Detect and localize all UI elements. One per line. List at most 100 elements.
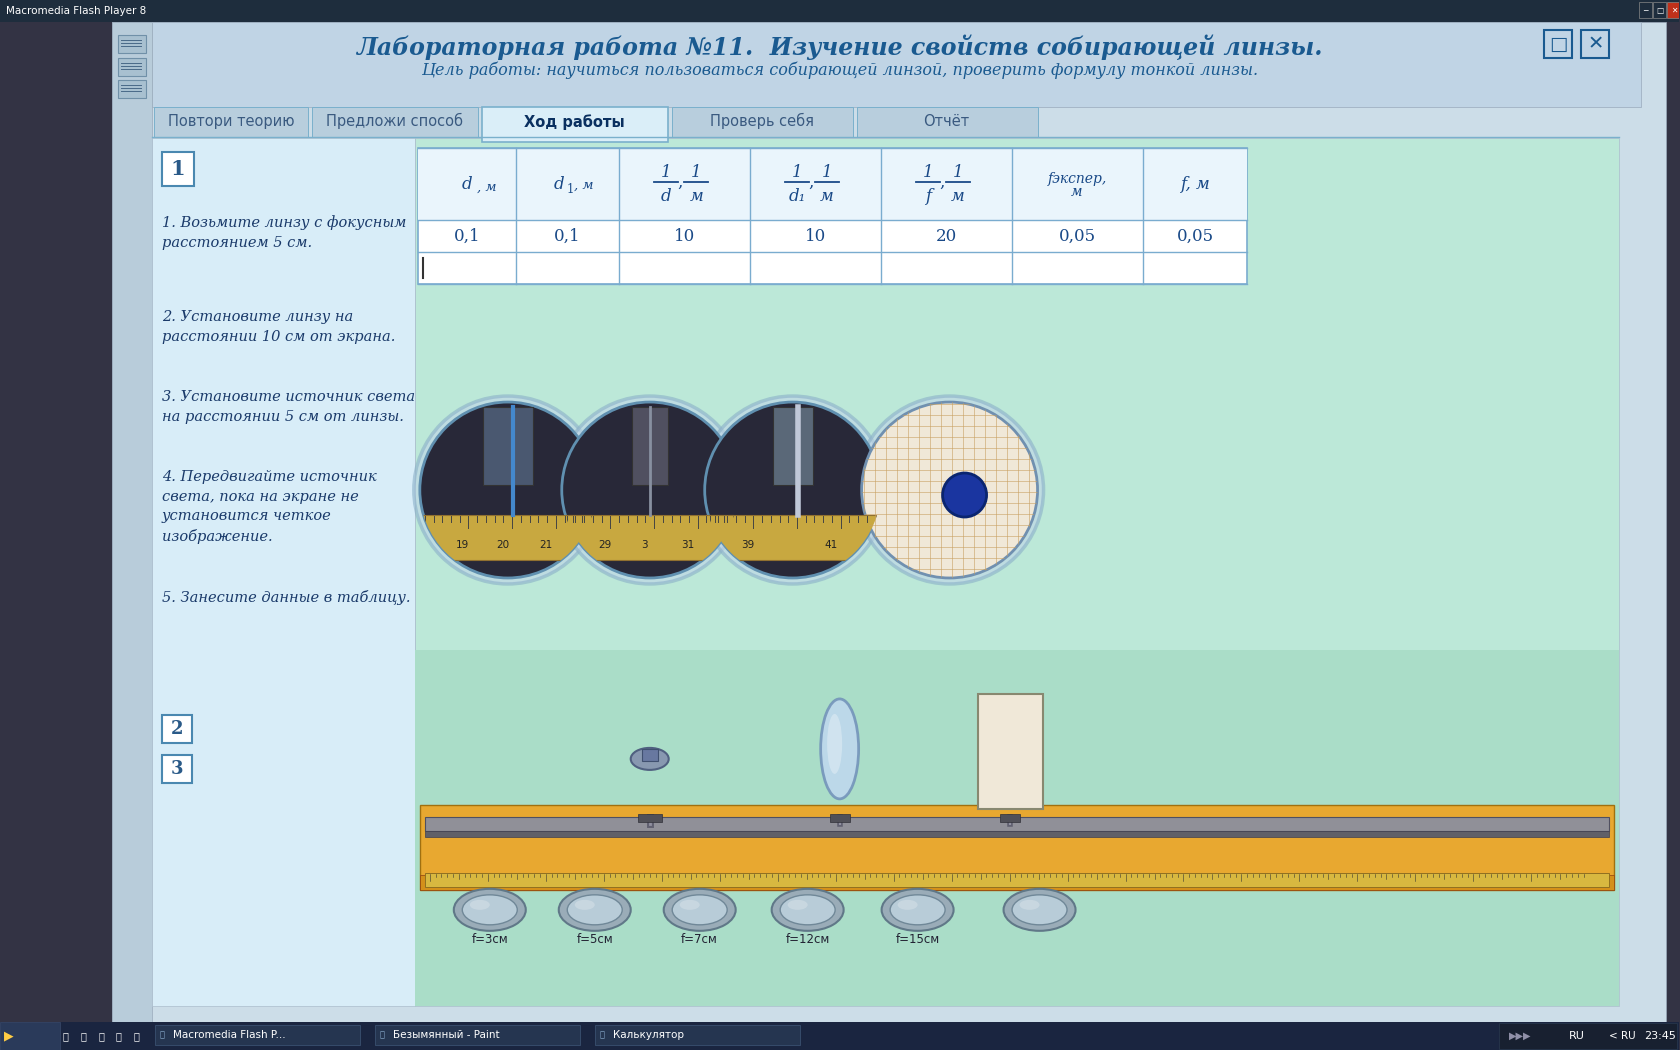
- Text: 1: 1: [953, 164, 963, 181]
- FancyBboxPatch shape: [161, 715, 192, 743]
- Ellipse shape: [462, 895, 517, 925]
- Text: ,: ,: [677, 173, 682, 191]
- FancyBboxPatch shape: [1640, 2, 1653, 18]
- Text: f=15см: f=15см: [895, 933, 939, 946]
- FancyBboxPatch shape: [425, 817, 1609, 831]
- Text: 1: 1: [660, 164, 672, 181]
- FancyBboxPatch shape: [118, 80, 146, 99]
- Text: , м: , м: [575, 178, 593, 192]
- Ellipse shape: [820, 699, 858, 799]
- FancyBboxPatch shape: [482, 107, 667, 142]
- Text: ⭐: ⭐: [116, 1031, 123, 1041]
- Text: 🖥: 🖥: [380, 1030, 385, 1040]
- Text: Предложи способ: Предложи способ: [326, 113, 464, 129]
- FancyBboxPatch shape: [857, 107, 1038, 138]
- Ellipse shape: [680, 900, 699, 910]
- FancyBboxPatch shape: [151, 139, 415, 1006]
- Ellipse shape: [897, 900, 917, 910]
- Circle shape: [855, 396, 1043, 584]
- Text: 20: 20: [496, 540, 509, 550]
- Text: 0,1: 0,1: [454, 228, 480, 245]
- Text: Лабораторная работа №11.  Изучение свойств собирающей линзы.: Лабораторная работа №11. Изучение свойст…: [356, 35, 1322, 60]
- Text: Цель работы: научиться пользоваться собирающей линзой, проверить формулу тонкой : Цель работы: научиться пользоваться соби…: [422, 62, 1258, 79]
- Ellipse shape: [780, 895, 835, 925]
- FancyBboxPatch shape: [1499, 1023, 1677, 1049]
- Circle shape: [413, 396, 601, 584]
- Text: d: d: [660, 188, 672, 205]
- FancyBboxPatch shape: [642, 749, 657, 761]
- Text: 1: 1: [922, 164, 934, 181]
- FancyBboxPatch shape: [161, 152, 193, 186]
- Text: f=7см: f=7см: [682, 933, 717, 946]
- FancyBboxPatch shape: [672, 107, 853, 138]
- FancyBboxPatch shape: [595, 1025, 800, 1045]
- Text: ✕: ✕: [1588, 35, 1603, 54]
- Text: 1: 1: [791, 164, 803, 181]
- Text: 23:45: 23:45: [1645, 1031, 1677, 1041]
- Text: 3: 3: [642, 540, 648, 550]
- Text: Повтори теорию: Повтори теорию: [168, 113, 294, 129]
- Text: 2: 2: [171, 720, 183, 738]
- FancyBboxPatch shape: [420, 805, 1614, 889]
- Text: 0,1: 0,1: [554, 228, 581, 245]
- Ellipse shape: [630, 748, 669, 770]
- FancyBboxPatch shape: [113, 22, 151, 1022]
- Text: d: d: [554, 175, 564, 192]
- FancyBboxPatch shape: [375, 1025, 580, 1045]
- Circle shape: [942, 472, 986, 517]
- FancyBboxPatch shape: [418, 148, 1248, 285]
- Text: м: м: [689, 188, 702, 205]
- Text: 10: 10: [805, 228, 827, 245]
- Ellipse shape: [1020, 900, 1040, 910]
- Text: □: □: [1549, 35, 1567, 54]
- Ellipse shape: [559, 889, 630, 930]
- Text: 🌐: 🌐: [97, 1031, 104, 1041]
- Text: 🖥: 🖥: [160, 1030, 165, 1040]
- Text: 1: 1: [566, 183, 573, 195]
- FancyBboxPatch shape: [773, 407, 813, 485]
- FancyBboxPatch shape: [312, 107, 477, 138]
- Text: □: □: [1656, 5, 1663, 15]
- Text: 5. Занесите данные в таблицу.: 5. Занесите данные в таблицу.: [161, 590, 410, 605]
- FancyBboxPatch shape: [151, 22, 1641, 107]
- Text: ─: ─: [1643, 5, 1648, 15]
- Text: ✕: ✕: [1670, 5, 1677, 15]
- Circle shape: [704, 402, 880, 578]
- Ellipse shape: [568, 895, 622, 925]
- Ellipse shape: [575, 900, 595, 910]
- Circle shape: [556, 396, 744, 584]
- Ellipse shape: [882, 889, 954, 930]
- Ellipse shape: [771, 889, 843, 930]
- FancyBboxPatch shape: [155, 107, 307, 138]
- Text: 20: 20: [936, 228, 956, 245]
- Text: 39: 39: [741, 540, 754, 550]
- Text: Отчёт: Отчёт: [924, 113, 969, 129]
- Text: f=3см: f=3см: [472, 933, 507, 946]
- Text: Безымянный - Paint: Безымянный - Paint: [393, 1030, 499, 1040]
- Text: ▶: ▶: [3, 1029, 13, 1043]
- FancyBboxPatch shape: [632, 407, 667, 485]
- Text: fэкспер,: fэкспер,: [1047, 172, 1107, 186]
- Text: 21: 21: [539, 540, 553, 550]
- Text: f, м: f, м: [1179, 175, 1210, 192]
- Text: f=5см: f=5см: [576, 933, 613, 946]
- Text: 19: 19: [457, 540, 469, 550]
- Text: ▶▶▶: ▶▶▶: [1509, 1031, 1532, 1041]
- FancyBboxPatch shape: [420, 875, 1614, 889]
- Text: 3. Установите источник света
на расстоянии 5 см от линзы.: 3. Установите источник света на расстоян…: [161, 390, 415, 423]
- FancyBboxPatch shape: [161, 755, 192, 783]
- Text: 🔒: 🔒: [81, 1031, 86, 1041]
- Ellipse shape: [470, 900, 491, 910]
- Text: Калькулятор: Калькулятор: [613, 1030, 684, 1040]
- Ellipse shape: [1011, 895, 1067, 925]
- Text: RU: RU: [1569, 1031, 1586, 1041]
- Text: 🏠: 🏠: [62, 1031, 67, 1041]
- Text: d: d: [462, 175, 472, 192]
- FancyBboxPatch shape: [425, 873, 1609, 887]
- FancyBboxPatch shape: [113, 22, 1667, 1022]
- Text: , м: , м: [477, 181, 496, 193]
- FancyBboxPatch shape: [1653, 2, 1667, 18]
- Text: 0,05: 0,05: [1176, 228, 1213, 245]
- FancyBboxPatch shape: [830, 814, 850, 822]
- Text: f: f: [926, 188, 931, 205]
